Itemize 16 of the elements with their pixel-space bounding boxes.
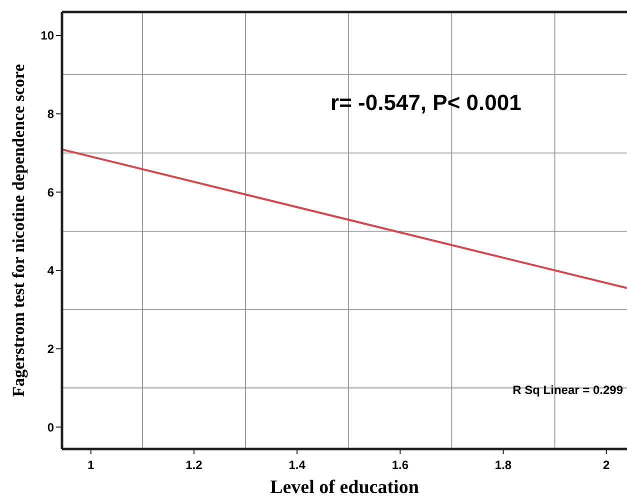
y-tick-label: 10 <box>40 28 54 43</box>
x-tick-label: 1.2 <box>186 458 203 472</box>
y-tick-label: 2 <box>47 342 54 356</box>
annotation: R Sq Linear = 0.299 <box>512 382 624 397</box>
y-tick-label: 0 <box>47 420 54 434</box>
y-tick-label: 6 <box>47 185 54 200</box>
y-tick-label: 4 <box>47 264 54 278</box>
y-axis-title: Fagerstrom test for nicotine dependence score <box>9 64 28 397</box>
x-tick-label: 1 <box>88 458 95 472</box>
annotation: r= -0.547, P< 0.001 <box>330 90 522 115</box>
x-tick-label: 1.4 <box>288 458 306 472</box>
x-tick-label: 2 <box>603 458 610 472</box>
x-axis-title: Level of education <box>270 477 420 498</box>
y-tick-label: 8 <box>47 107 54 122</box>
x-tick-label: 1.6 <box>392 458 409 472</box>
x-tick-label: 1.8 <box>494 458 512 472</box>
